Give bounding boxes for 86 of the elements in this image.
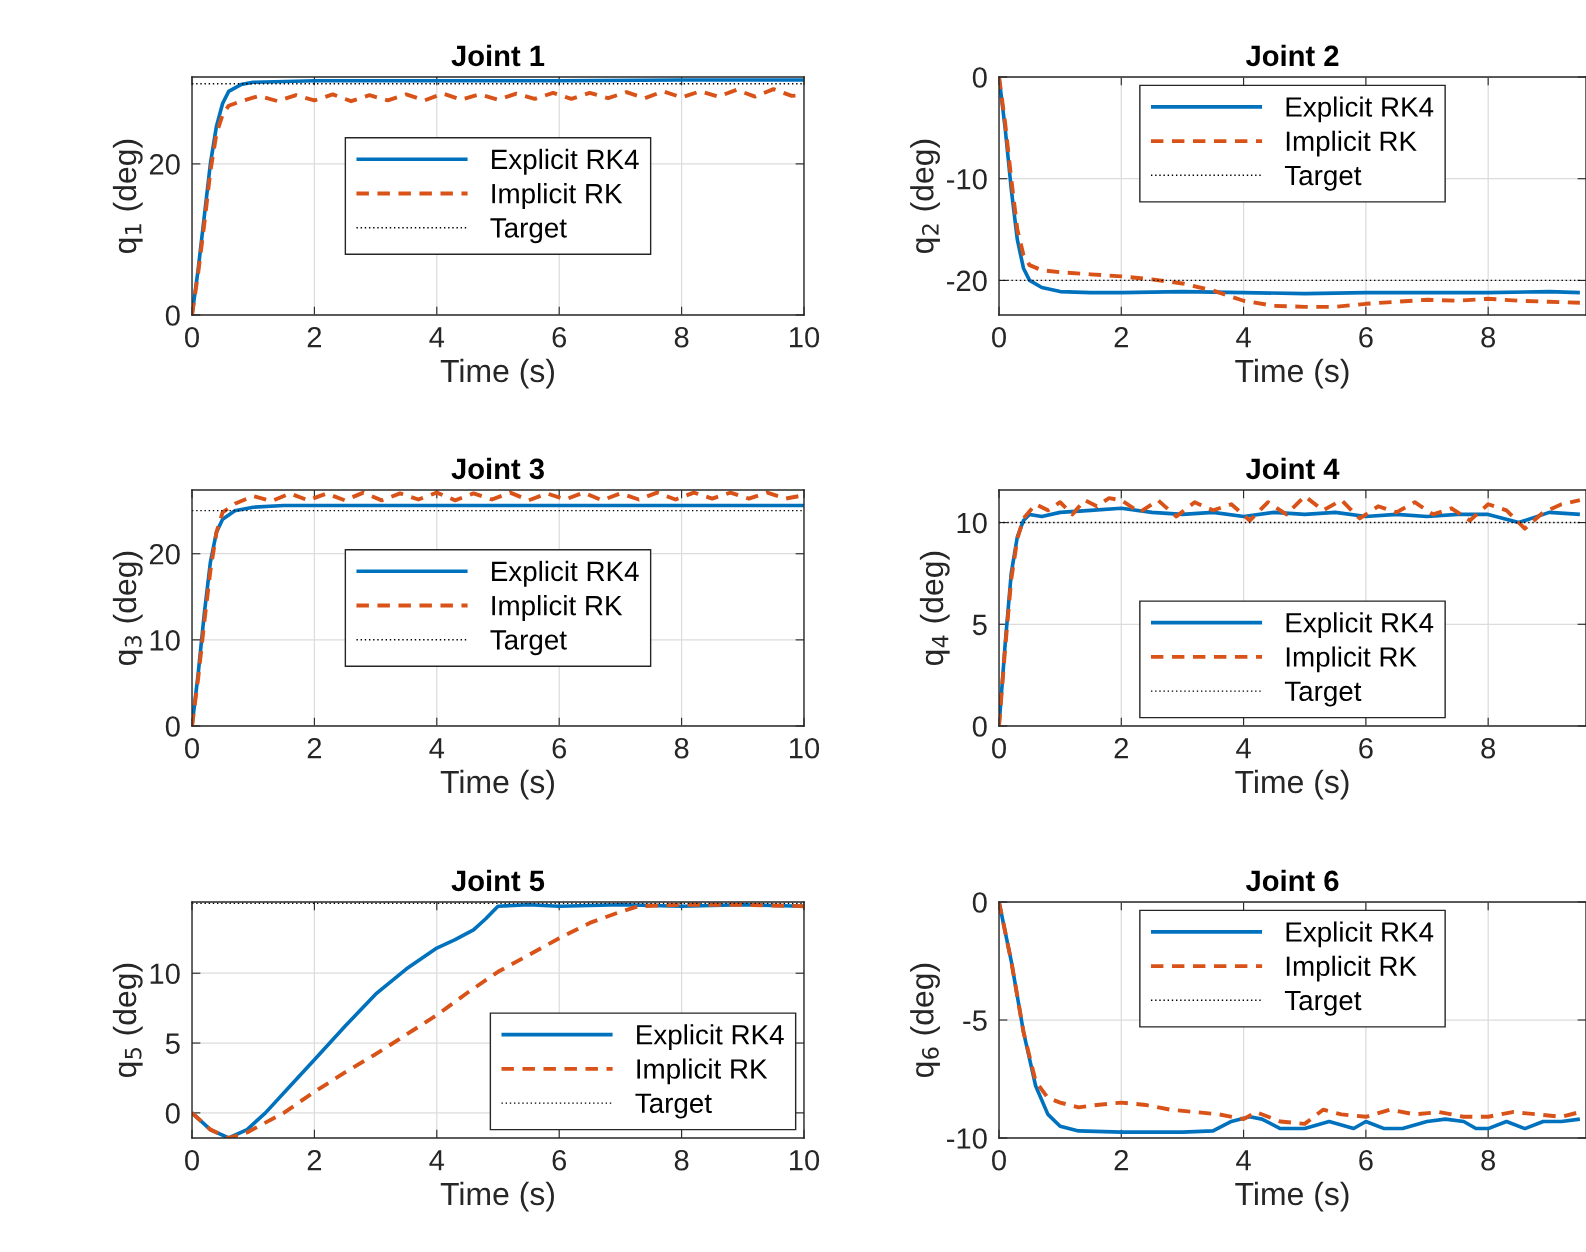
- x-tick-label: 4: [1236, 738, 1251, 759]
- x-tick-label: 4: [429, 327, 445, 348]
- x-tick-label: 2: [307, 737, 322, 759]
- x-tick-label: 6: [1359, 1149, 1373, 1171]
- x-tick-label: 2: [307, 1149, 322, 1171]
- y-tick-label: -10: [947, 1128, 987, 1149]
- y-tick-label: -10: [947, 168, 987, 190]
- x-tick-label: 8: [1481, 1149, 1496, 1171]
- x-tick-label: 8: [1481, 326, 1496, 348]
- x-tick-label: 2: [1114, 737, 1128, 759]
- x-tick-label: 0: [185, 326, 199, 348]
- legend-label: Target: [1284, 681, 1362, 707]
- y-tick-label: -20: [947, 270, 987, 292]
- chart-title: Joint 2: [1245, 44, 1339, 67]
- y-tick-label: 20: [149, 154, 180, 175]
- y-tick-label: 5: [972, 614, 987, 636]
- x-tick-label: 0: [992, 1149, 1006, 1171]
- y-axis-title: q$_{5}$ (deg): [112, 963, 143, 1078]
- x-tick-label: 8: [674, 737, 689, 759]
- y-tick-label: 0: [972, 716, 987, 737]
- y-axis-title: q$_{2}$ (deg): [910, 139, 940, 254]
- x-tick-label: 6: [1359, 737, 1373, 759]
- legend-label: Target: [635, 1093, 712, 1119]
- y-tick-label: 0: [165, 1103, 180, 1124]
- x-tick-label: 8: [1481, 737, 1496, 759]
- y-tick-label: 0: [972, 67, 987, 88]
- x-tick-label: 2: [1114, 1149, 1128, 1171]
- x-tick-label: 6: [552, 1149, 567, 1171]
- y-tick-label: 10: [150, 630, 180, 651]
- x-tick-label: 10: [790, 1149, 820, 1171]
- x-tick-label: 6: [552, 737, 567, 759]
- x-tick-label: 0: [992, 326, 1006, 348]
- chart-title: Joint 6: [1245, 869, 1339, 892]
- y-axis-title: q$_{3}$ (deg): [112, 551, 143, 666]
- y-tick-label: -5: [963, 1010, 987, 1031]
- x-tick-label: 10: [790, 326, 820, 348]
- x-axis-title: Time (s): [440, 769, 554, 800]
- x-tick-label: 4: [429, 738, 445, 759]
- legend-label: Implicit RK: [1286, 646, 1417, 673]
- chart-title: Joint 3: [451, 457, 544, 480]
- x-tick-label: 8: [674, 1149, 689, 1171]
- legend-label: Explicit RK4: [1286, 96, 1434, 123]
- x-tick-label: 0: [185, 1149, 199, 1171]
- chart-title: Joint 5: [451, 869, 545, 892]
- legend-label: Implicit RK: [492, 595, 623, 621]
- chart-title: Joint 4: [1245, 457, 1340, 480]
- x-tick-label: 6: [552, 326, 567, 348]
- x-axis-title: Time (s): [440, 1181, 554, 1212]
- legend-label: Target: [490, 218, 567, 244]
- legend-label: Target: [1284, 165, 1362, 191]
- legend-label: Target: [1284, 990, 1362, 1016]
- x-tick-label: 0: [185, 737, 199, 759]
- x-axis-title: Time (s): [1235, 769, 1349, 800]
- y-tick-label: 10: [150, 963, 180, 985]
- x-axis-title: Time (s): [1235, 1181, 1349, 1212]
- x-tick-label: 4: [429, 1150, 445, 1171]
- y-tick-label: 0: [165, 716, 180, 737]
- legend-label: Implicit RK: [637, 1058, 768, 1085]
- legend-label: Explicit RK4: [1286, 612, 1434, 639]
- legend-label: Explicit RK4: [637, 1024, 784, 1051]
- y-axis-title: q$_{4}$ (deg): [919, 551, 950, 666]
- x-tick-label: 2: [1114, 326, 1128, 348]
- legend-label: Explicit RK4: [492, 148, 639, 175]
- y-tick-label: 0: [165, 305, 180, 326]
- chart-title: Joint 1: [451, 44, 545, 67]
- x-tick-label: 0: [992, 737, 1006, 759]
- y-axis-title: q$_{1}$ (deg): [112, 139, 143, 254]
- legend-label: Target: [490, 630, 567, 656]
- x-axis-title: Time (s): [1235, 358, 1349, 389]
- y-axis-title: q$_{6}$ (deg): [910, 963, 940, 1078]
- y-tick-label: 20: [149, 543, 180, 565]
- legend-label: Explicit RK4: [492, 560, 639, 587]
- y-tick-label: 10: [957, 512, 987, 534]
- x-tick-label: 8: [674, 326, 689, 348]
- x-tick-label: 4: [1236, 327, 1251, 348]
- legend-label: Implicit RK: [492, 183, 623, 209]
- x-tick-label: 6: [1359, 326, 1373, 348]
- x-tick-label: 4: [1236, 1150, 1251, 1171]
- legend-label: Explicit RK4: [1286, 921, 1434, 948]
- x-axis-title: Time (s): [440, 358, 554, 389]
- x-tick-label: 10: [790, 737, 820, 759]
- y-tick-label: 5: [165, 1033, 180, 1054]
- legend-label: Implicit RK: [1286, 955, 1417, 982]
- legend-label: Implicit RK: [1286, 130, 1417, 157]
- y-tick-label: 0: [972, 892, 987, 913]
- x-tick-label: 2: [307, 326, 322, 348]
